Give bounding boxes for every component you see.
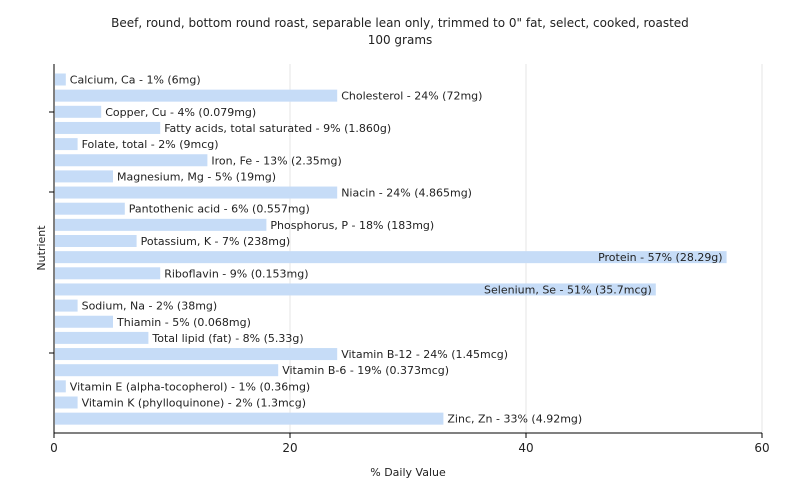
bar-1: [55, 89, 338, 102]
bar-label-7: Niacin - 24% (4.865mg): [341, 187, 472, 200]
bar-18: [55, 364, 279, 377]
bar-6: [55, 170, 113, 183]
bar-2: [55, 105, 102, 118]
bar-label-15: Thiamin - 5% (0.068mg): [116, 316, 251, 329]
bar-7: [55, 186, 338, 199]
bar-16: [55, 331, 149, 344]
bar-label-6: Magnesium, Mg - 5% (19mg): [117, 170, 276, 183]
bar-label-21: Zinc, Zn - 33% (4.92mg): [447, 413, 582, 426]
y-axis-ticks: [49, 111, 54, 354]
bar-17: [55, 348, 338, 361]
bar-3: [55, 121, 161, 134]
bar-label-0: Calcium, Ca - 1% (6mg): [70, 74, 201, 87]
bar-label-3: Fatty acids, total saturated - 9% (1.860…: [164, 122, 391, 135]
bar-4: [55, 138, 78, 151]
bar-11: [55, 251, 727, 264]
chart-subtitle: 100 grams: [368, 33, 433, 47]
bar-12: [55, 267, 161, 280]
bars: Calcium, Ca - 1% (6mg) Cholesterol - 24% …: [55, 73, 727, 426]
x-tick-label-1: 20: [282, 441, 297, 455]
bar-label-19: Vitamin E (alpha-tocopherol) - 1% (0.36m…: [70, 380, 310, 393]
bar-label-9: Phosphorus, P - 18% (183mg): [270, 219, 434, 232]
bar-label-16: Total lipid (fat) - 8% (5.33g): [151, 332, 303, 345]
bar-label-2: Copper, Cu - 4% (0.079mg): [105, 106, 256, 119]
bar-0: [55, 73, 66, 86]
x-axis-label: % Daily Value: [370, 466, 446, 479]
chart-title: Beef, round, bottom round roast, separab…: [111, 16, 689, 30]
x-axis-ticks: 0 20 40 60: [50, 433, 770, 455]
bar-label-4: Folate, total - 2% (9mcg): [82, 138, 219, 151]
grid-lines: [289, 64, 763, 433]
bar-label-1: Cholesterol - 24% (72mg): [341, 90, 482, 103]
bar-8: [55, 202, 125, 215]
bar-label-17: Vitamin B-12 - 24% (1.45mcg): [341, 348, 508, 361]
bar-label-18: Vitamin B-6 - 19% (0.373mcg): [282, 364, 449, 377]
bar-label-8: Pantothenic acid - 6% (0.557mg): [129, 203, 310, 216]
bar-19: [55, 380, 66, 393]
x-tick-label-2: 40: [518, 441, 533, 455]
x-tick-label-0: 0: [50, 441, 58, 455]
bar-10: [55, 235, 137, 247]
bar-20: [55, 396, 78, 409]
bar-label-12: Riboflavin - 9% (0.153mg): [164, 267, 308, 280]
y-axis-label: Nutrient: [35, 225, 48, 271]
bar-9: [55, 218, 267, 231]
bar-label-14: Sodium, Na - 2% (38mg): [82, 300, 218, 313]
bar-label-10: Potassium, K - 7% (238mg): [141, 235, 291, 248]
bar-label-13: Selenium, Se - 51% (35.7mcg): [484, 283, 652, 296]
bar-13: [55, 283, 656, 296]
axes: [53, 64, 762, 434]
bar-label-20: Vitamin K (phylloquinone) - 2% (1.3mcg): [82, 397, 306, 410]
bar-14: [55, 299, 78, 312]
bar-5: [55, 154, 208, 167]
bar-21: [55, 412, 444, 425]
bar-label-5: Iron, Fe - 13% (2.35mg): [211, 154, 341, 167]
bar-label-11: Protein - 57% (28.29g): [598, 251, 723, 264]
bar-15: [55, 315, 113, 328]
x-tick-label-3: 60: [754, 441, 769, 455]
